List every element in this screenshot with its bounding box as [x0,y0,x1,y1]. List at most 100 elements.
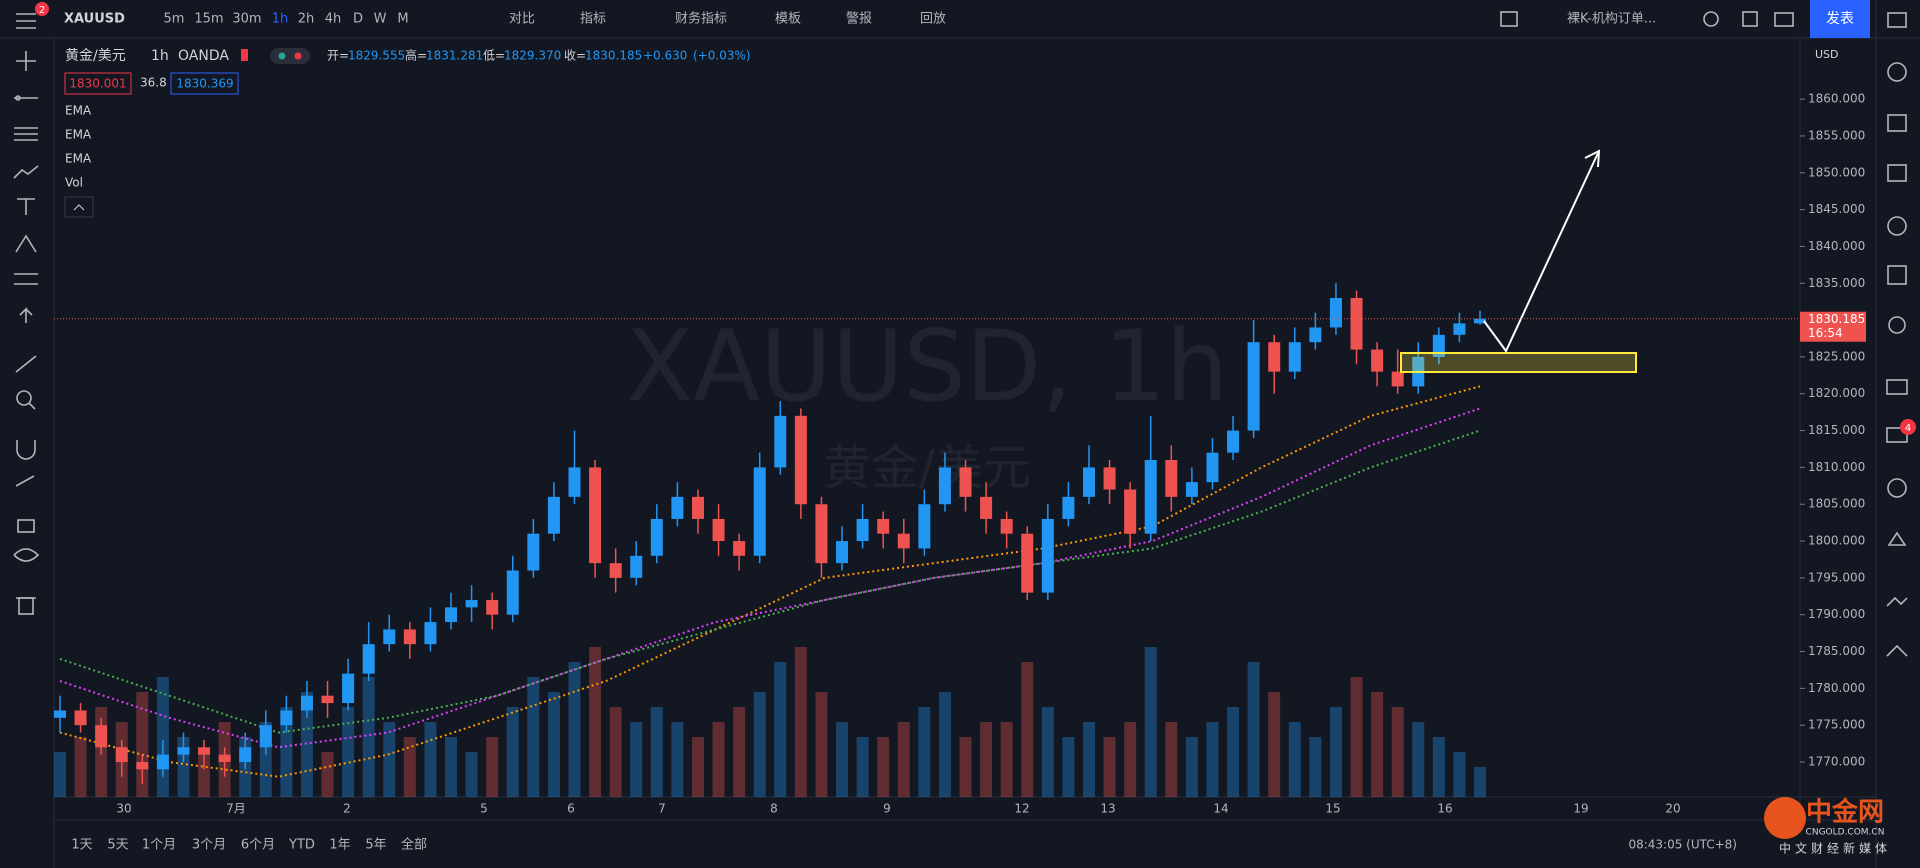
publish-label: 发表 [1826,11,1854,27]
x-tick-label: 7月 [226,802,246,816]
candle-body [609,563,622,578]
candle-body [280,710,293,726]
menu-icon[interactable] [16,13,36,29]
volume-bar [856,737,869,797]
volume-bar [1206,722,1219,797]
range-button[interactable]: 6个月 [241,838,275,853]
watermark-subtitle: 黄金/美元 [823,440,1031,496]
interval[interactable]: M [397,12,408,27]
candle-body [383,629,396,645]
candle-body [1165,460,1178,497]
currency[interactable]: USD [1815,48,1839,61]
volume-bar [712,722,725,797]
toolbar-button[interactable]: 模板 [775,12,801,27]
volume-bar [527,677,540,797]
candle-body [445,607,458,623]
symbol[interactable]: XAUUSD [64,12,125,27]
interval[interactable]: D [353,12,363,27]
range-button[interactable]: 1年 [329,838,350,853]
layout-name[interactable]: 裸K-机构订单... [1567,12,1656,27]
y-tick-label: 1820.000 [1808,386,1865,400]
bid-box [64,72,132,95]
interval[interactable]: 5m [164,12,185,27]
range-button[interactable]: 1个月 [142,838,176,853]
indicator-label[interactable]: EMA [65,104,92,118]
candle-body [918,504,931,549]
last-price-label: 1830.185 [1808,312,1865,326]
y-tick-label: 1805.000 [1808,497,1865,511]
collapse-button[interactable] [64,196,94,218]
volume-bar [1247,662,1260,797]
volume-bar [506,707,519,797]
toolbar-button[interactable]: 警报 [846,11,872,27]
candle-body [671,496,684,519]
candle-body [1185,482,1198,497]
volume-bar [156,677,169,797]
volume-bar [815,692,828,797]
candle-body [115,747,128,763]
indicator-label[interactable]: EMA [65,152,92,166]
volume-bar [918,707,931,797]
volume-bar [198,752,211,797]
range-button[interactable]: 全部 [401,837,427,853]
volume-bar [342,707,355,797]
left-tools[interactable] [13,51,40,615]
volume-bar [1062,737,1075,797]
range-button[interactable]: YTD [288,838,315,853]
range-button[interactable]: 5年 [365,838,386,853]
ohlc-close: 1830.185 [585,49,642,63]
interval[interactable]: 15m [194,12,223,27]
candle-body [1350,297,1363,350]
candle-body [342,673,355,704]
y-tick-label: 1815.000 [1808,423,1865,437]
arrow[interactable] [1483,152,1599,353]
interval[interactable]: 1h [272,12,289,27]
indicator-label[interactable]: EMA [65,128,92,142]
watermark-title: XAUUSD, 1h [626,310,1228,424]
candle-body [794,415,807,505]
interval[interactable]: 4h [325,12,342,27]
badge-count: 4 [1905,423,1911,434]
interval[interactable]: 2h [298,12,315,27]
toolbar-button[interactable]: 回放 [920,12,946,27]
range-button[interactable]: 5天 [107,838,128,853]
publish-button[interactable] [1810,0,1870,38]
ohlc: 开=1829.555 高=1831.281 低=1829.370 收=1830.185… [327,48,751,63]
indicator-label[interactable]: Vol [65,176,83,190]
candle-body [897,533,910,549]
x-tick-label: 13 [1100,802,1115,816]
zone-box[interactable] [1400,352,1637,373]
candle-body [74,710,87,726]
y-tick-label: 1855.000 [1808,128,1865,142]
y-tick-label: 1835.000 [1808,276,1865,290]
candle-body [177,747,190,755]
volume-bar [671,722,684,797]
y-tick-label: 1795.000 [1808,570,1865,584]
toolbar-button[interactable]: 对比 [509,12,535,27]
logo-url: CNGOLD.COM.CN [1806,828,1885,838]
x-tick-label: 14 [1213,802,1228,816]
candle-body [630,555,643,578]
candle-body [980,496,993,519]
candle-body [156,754,169,770]
right-panel-icons[interactable] [1886,12,1908,657]
range-button[interactable]: 3个月 [192,838,226,853]
candle-body [815,504,828,564]
volume-bar [362,677,375,797]
ohlc-low: 1829.370 [504,49,561,63]
volume-bar [1144,647,1157,797]
candle-body [774,415,787,468]
interval[interactable]: W [374,12,387,27]
toolbar-button[interactable]: 财务指标 [675,11,727,27]
candle-body [136,762,149,770]
plot [54,283,1486,797]
toolbar-button[interactable]: 指标 [580,12,606,27]
candle-body [424,622,437,645]
interval[interactable]: 30m [232,12,261,27]
range-button[interactable]: 1天 [71,838,92,853]
x-tick-label: 7 [658,802,666,816]
candle-body [54,710,66,718]
volume-bar [897,722,910,797]
legend-symbol: 黄金/美元 [65,47,126,64]
candle-body [321,695,334,704]
